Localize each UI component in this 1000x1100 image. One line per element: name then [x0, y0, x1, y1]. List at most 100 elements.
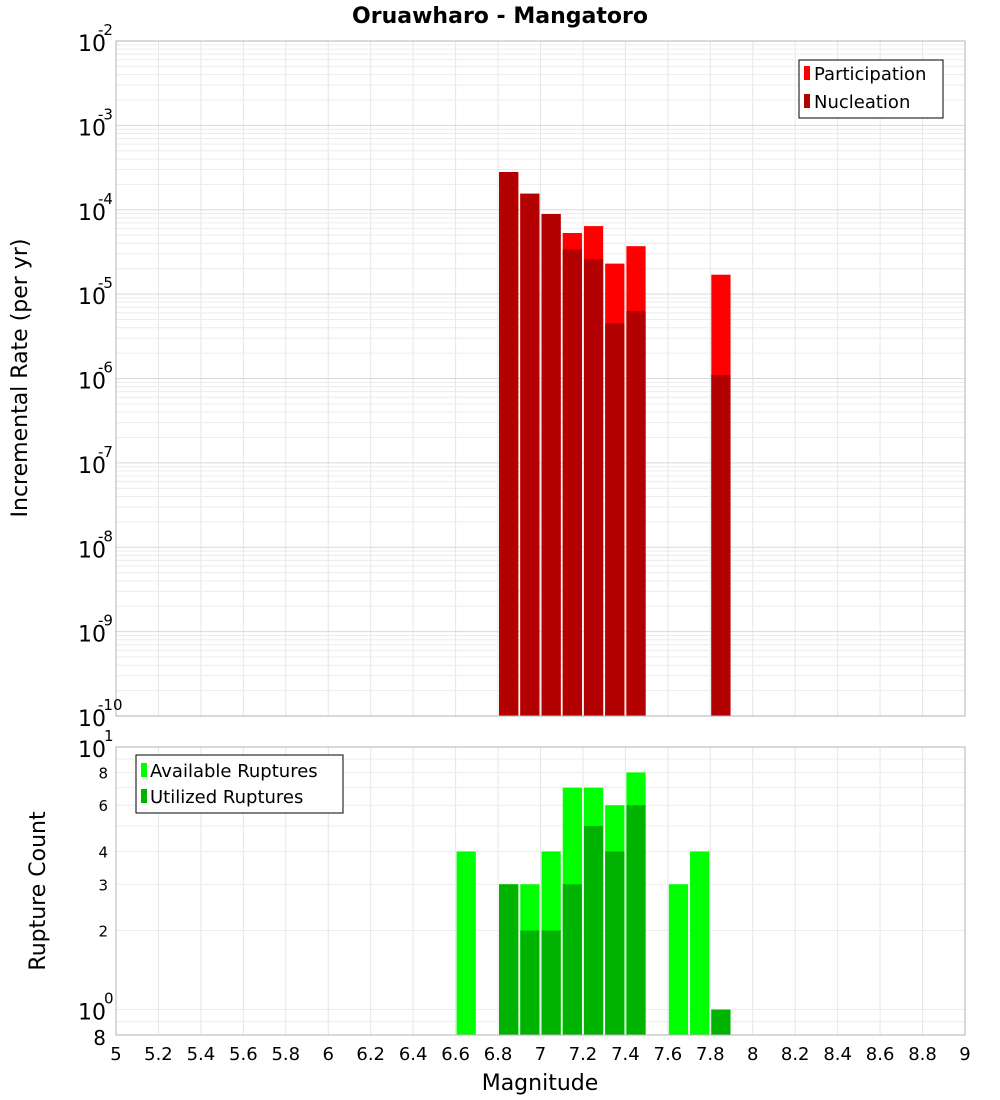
- x-tick-label: 8.8: [908, 1044, 937, 1065]
- top-y-tick-base: 10: [78, 370, 106, 395]
- x-tick-label: 5.6: [229, 1044, 258, 1065]
- bottom-y-axis-label: Rupture Count: [26, 811, 51, 971]
- bottom-y-tick-label: 101: [78, 727, 114, 763]
- top-y-tick-label: 10-6: [78, 359, 113, 395]
- available-ruptures-bar: [668, 884, 689, 1035]
- top-y-tick-base: 10: [78, 116, 106, 141]
- top-y-tick-base: 10: [78, 538, 106, 563]
- bottom-legend: Available Ruptures Utilized Ruptures: [135, 754, 344, 814]
- x-tick-label: 6.8: [484, 1044, 513, 1065]
- top-y-tick-exp: -8: [98, 527, 113, 545]
- bottom-legend-label: Available Ruptures: [150, 761, 318, 782]
- nucleation-bar: [499, 172, 519, 716]
- top-legend-swatch: [804, 94, 810, 108]
- top-y-tick-base: 10: [78, 707, 106, 732]
- x-tick-label: 8: [747, 1044, 758, 1065]
- nucleation-bar: [520, 193, 540, 716]
- top-y-tick-exp: -9: [98, 612, 113, 630]
- top-y-tick-label: 10-5: [78, 274, 113, 310]
- x-tick-label: 6.6: [441, 1044, 470, 1065]
- top-y-tick-exp: -2: [98, 21, 113, 39]
- bottom-y-tick-base: 10: [78, 1001, 106, 1026]
- top-legend-label: Nucleation: [814, 92, 910, 113]
- bottom-legend-box: [135, 754, 344, 814]
- utilized-ruptures-bar: [541, 930, 561, 1035]
- bottom-y-minor-tick-label: 2: [98, 923, 108, 941]
- x-tick-label: 7.8: [696, 1044, 725, 1065]
- bottom-y-min-tick-label: 8: [93, 1026, 106, 1050]
- x-tick-label: 8.4: [823, 1044, 852, 1065]
- x-tick-label: 5.8: [271, 1044, 300, 1065]
- x-tick-label: 7.4: [611, 1044, 640, 1065]
- top-y-tick-base: 10: [78, 623, 106, 648]
- utilized-ruptures-bar: [583, 826, 604, 1035]
- utilized-ruptures-bar: [499, 884, 519, 1035]
- utilized-ruptures-bar: [520, 930, 540, 1035]
- nucleation-bar: [605, 323, 625, 716]
- bottom-plot-frame: [115, 746, 966, 1036]
- top-y-tick-label: 10-2: [78, 21, 113, 57]
- bottom-y-minor-tick-label: 6: [98, 797, 108, 815]
- x-tick-label: 6.4: [399, 1044, 428, 1065]
- top-y-tick-label: 10-8: [78, 527, 113, 563]
- bottom-y-minor-tick-label: 8: [98, 764, 108, 782]
- top-y-tick-label: 10-9: [78, 612, 113, 648]
- x-tick-label: 6.2: [356, 1044, 385, 1065]
- top-y-tick-base: 10: [78, 285, 106, 310]
- bottom-y-tick-label: 100: [78, 990, 114, 1026]
- chart-title: Oruawharo - Mangatoro: [352, 4, 648, 29]
- bottom-legend-swatch: [141, 763, 147, 777]
- bottom-legend-label: Utilized Ruptures: [150, 787, 303, 808]
- top-y-tick-exp: -3: [98, 105, 113, 123]
- utilized-ruptures-bar: [605, 851, 625, 1035]
- available-ruptures-bar: [456, 851, 476, 1035]
- top-plot-frame: [115, 40, 966, 717]
- top-legend-box: [798, 59, 944, 119]
- bottom-legend-swatch: [141, 789, 147, 803]
- top-plot: 10-210-310-410-510-610-710-810-910-10Par…: [78, 21, 966, 732]
- top-legend: Participation Nucleation: [798, 59, 944, 119]
- top-y-tick-exp: -4: [98, 190, 113, 208]
- bottom-y-tick-base: 10: [78, 738, 106, 763]
- x-tick-label: 8.2: [781, 1044, 810, 1065]
- utilized-ruptures-bar: [711, 1009, 731, 1035]
- x-tick-label: 5.2: [144, 1044, 173, 1065]
- top-y-tick-label: 10-7: [78, 443, 113, 479]
- available-ruptures-bar: [690, 851, 710, 1035]
- x-tick-label: 5: [110, 1044, 121, 1065]
- bottom-y-tick-exp: 0: [104, 990, 114, 1008]
- top-y-tick-exp: -5: [98, 274, 113, 292]
- bottom-y-tick-exp: 1: [104, 727, 114, 745]
- top-y-tick-label: 10-3: [78, 105, 113, 141]
- top-legend-swatch: [804, 66, 810, 80]
- top-y-tick-label: 10-4: [78, 190, 113, 226]
- top-legend-label: Participation: [814, 64, 926, 85]
- bottom-y-minor-tick-label: 3: [98, 876, 108, 894]
- top-y-tick-base: 10: [78, 201, 106, 226]
- utilized-ruptures-bar: [626, 805, 646, 1035]
- top-y-tick-label: 10-10: [78, 696, 123, 732]
- top-y-tick-base: 10: [78, 32, 106, 57]
- nucleation-bar: [711, 375, 731, 716]
- top-y-tick-exp: -7: [98, 443, 113, 461]
- x-tick-label: 7.2: [569, 1044, 598, 1065]
- top-y-tick-base: 10: [78, 454, 106, 479]
- x-tick-label: 8.6: [866, 1044, 895, 1065]
- nucleation-bar: [626, 311, 646, 716]
- top-y-axis-label: Incremental Rate (per yr): [8, 239, 33, 518]
- utilized-ruptures-bar: [562, 884, 582, 1035]
- x-axis-label: Magnitude: [482, 1071, 599, 1096]
- nucleation-bar: [541, 214, 561, 717]
- top-y-tick-exp: -6: [98, 359, 113, 377]
- x-tick-label: 5.4: [187, 1044, 216, 1065]
- x-tick-label: 7.6: [654, 1044, 683, 1065]
- nucleation-bar: [562, 249, 582, 716]
- top-y-tick-exp: -10: [98, 696, 123, 714]
- nucleation-bar: [583, 259, 604, 716]
- x-tick-label: 7: [535, 1044, 546, 1065]
- x-tick-label: 9: [959, 1044, 970, 1065]
- bottom-y-minor-tick-label: 4: [98, 843, 108, 861]
